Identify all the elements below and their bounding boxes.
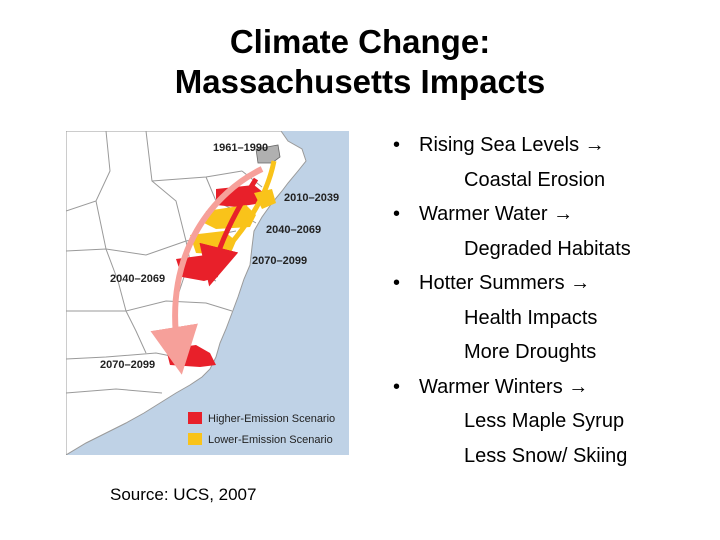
source-citation: Source: UCS, 2007 bbox=[110, 485, 257, 504]
title-line-1: Climate Change: bbox=[229, 23, 491, 60]
label-2010-2039: 2010–2039 bbox=[284, 192, 339, 204]
higher-emission-arrow-mid bbox=[199, 177, 259, 287]
title-line-2: Massachusetts Impacts bbox=[174, 63, 546, 100]
migrating-climate-map: 1961–1990 2010–2039 2040–2069 2070–2099 … bbox=[66, 131, 349, 455]
legend-label-lower: Lower-Emission Scenario bbox=[208, 434, 333, 446]
arrow-icon: → bbox=[570, 272, 591, 294]
arrow-icon: → bbox=[568, 375, 589, 398]
bullet-item: • Warmer Water → Degraded Habitats bbox=[393, 197, 713, 266]
map-graphic: 1961–1990 2010–2039 2040–2069 2070–2099 … bbox=[66, 131, 339, 455]
bullet-text: Warmer Winters bbox=[419, 375, 563, 398]
bullet-item: • Rising Sea Levels → Coastal Erosion bbox=[393, 128, 713, 197]
slide-title: Climate Change: Massachusetts Impacts bbox=[0, 22, 720, 102]
legend-swatch-higher bbox=[188, 412, 202, 424]
bullet-item: • Hotter Summers → Health Impacts More D… bbox=[393, 266, 713, 370]
lower-region-2040 bbox=[204, 205, 256, 229]
sub-item: Degraded Habitats bbox=[464, 237, 631, 260]
bullet-text: Hotter Summers bbox=[419, 272, 565, 294]
label-2070-2099-right: 2070–2099 bbox=[252, 255, 307, 267]
higher-emission-arrow-long bbox=[150, 166, 264, 375]
bullet-text: Rising Sea Levels bbox=[419, 134, 580, 156]
bullet-dot: • bbox=[393, 134, 401, 156]
label-2040-2069-left: 2040–2069 bbox=[110, 273, 165, 285]
bullet-list: • Rising Sea Levels → Coastal Erosion • … bbox=[393, 128, 713, 473]
lower-emission-arrow bbox=[226, 160, 277, 249]
legend-label-higher: Higher-Emission Scenario bbox=[208, 413, 335, 425]
bullet-item: • Warmer Winters → Less Maple Syrup Less… bbox=[393, 370, 713, 474]
bullet-dot: • bbox=[393, 272, 401, 294]
arrow-icon: → bbox=[553, 203, 574, 225]
sub-item: Coastal Erosion bbox=[464, 168, 606, 191]
bullet-dot: • bbox=[393, 375, 401, 398]
sub-item: Less Snow/ Skiing bbox=[464, 444, 628, 467]
label-2040-2069-right: 2040–2069 bbox=[266, 224, 321, 236]
arrow-icon: → bbox=[584, 134, 605, 156]
sub-item: Health Impacts bbox=[464, 306, 598, 329]
bullet-text: Warmer Water bbox=[419, 203, 548, 225]
legend-swatch-lower bbox=[188, 433, 202, 445]
label-2070-2099-left: 2070–2099 bbox=[100, 359, 155, 371]
bullet-dot: • bbox=[393, 203, 401, 225]
map-legend: Higher-Emission Scenario Lower-Emission … bbox=[188, 412, 335, 446]
baseline-region bbox=[255, 144, 281, 164]
sub-item: More Droughts bbox=[464, 341, 597, 363]
label-1961-1990: 1961–1990 bbox=[213, 142, 268, 154]
sub-item: Less Maple Syrup bbox=[464, 410, 625, 432]
